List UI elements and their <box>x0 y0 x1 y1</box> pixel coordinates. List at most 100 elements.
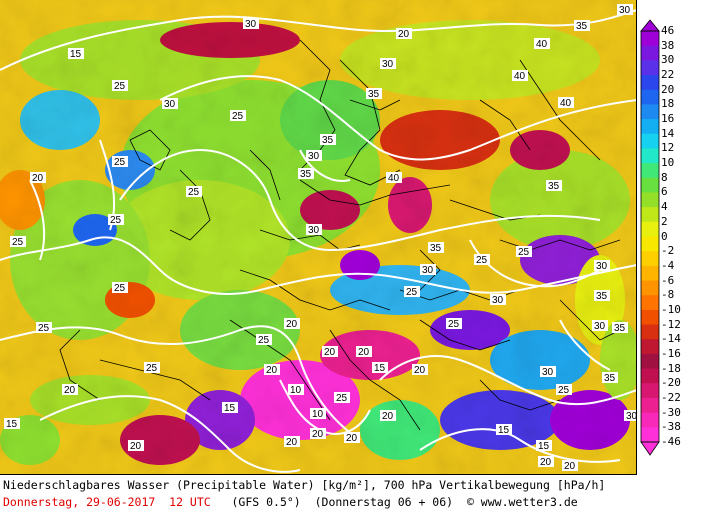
svg-text:25: 25 <box>406 287 418 298</box>
contour-label: 20 <box>284 318 300 330</box>
contour-label: 25 <box>404 286 420 298</box>
contour-label: 35 <box>320 134 336 146</box>
svg-text:20: 20 <box>130 441 142 452</box>
colorbar-swatch <box>641 397 659 414</box>
colorbar-swatch <box>641 75 659 91</box>
colorbar-label: -46 <box>661 435 681 448</box>
svg-text:20: 20 <box>286 437 298 448</box>
model-run: (Donnerstag 06 + 06) <box>314 495 454 509</box>
svg-text:30: 30 <box>308 151 320 162</box>
contour-label: 35 <box>298 168 314 180</box>
colorbar-label: -2 <box>661 244 675 258</box>
colorbar-swatch <box>641 221 659 237</box>
contour-label: 30 <box>306 150 322 162</box>
contour-label: 20 <box>562 460 578 472</box>
svg-text:30: 30 <box>308 225 320 236</box>
svg-text:25: 25 <box>12 237 24 248</box>
contour-label: 25 <box>474 254 490 266</box>
colorbar-swatch <box>641 251 659 267</box>
colorbar-label: 16 <box>661 112 675 126</box>
contour-label: 20 <box>380 410 396 422</box>
contour-label: 25 <box>556 384 572 396</box>
svg-text:20: 20 <box>266 365 278 376</box>
colorbar-swatch <box>641 192 659 208</box>
colorbar-swatch <box>641 412 659 428</box>
svg-text:40: 40 <box>560 98 572 109</box>
svg-text:35: 35 <box>368 89 380 100</box>
colorbar-swatch <box>641 104 659 120</box>
colorbar-swatch <box>641 353 659 370</box>
svg-text:30: 30 <box>164 99 176 110</box>
contour-label: 30 <box>306 224 322 236</box>
contour-label: 25 <box>186 186 202 198</box>
contour-label: 15 <box>4 418 20 430</box>
colorbar-label: 46 <box>661 24 675 37</box>
contour-label: 20 <box>30 172 46 184</box>
svg-text:35: 35 <box>300 169 312 180</box>
colorbar-swatch <box>641 177 659 193</box>
colorbar-label: 30 <box>661 53 675 67</box>
weather-map: 30 20 40 35 30 15 25 30 25 30 40 40 35 3… <box>0 0 637 475</box>
contour-label: 30 <box>594 260 610 272</box>
svg-text:25: 25 <box>114 81 126 92</box>
svg-text:20: 20 <box>382 411 394 422</box>
colorbar-label: 14 <box>661 126 675 140</box>
contour-label: 40 <box>558 97 574 109</box>
contour-label: 40 <box>512 70 528 82</box>
svg-text:40: 40 <box>514 71 526 82</box>
copyright-link[interactable]: © www.wetter3.de <box>466 495 578 509</box>
svg-text:20: 20 <box>564 461 576 472</box>
svg-text:15: 15 <box>538 441 550 452</box>
svg-text:30: 30 <box>542 367 554 378</box>
colorbar-label: -18 <box>661 361 681 375</box>
svg-text:15: 15 <box>224 403 236 414</box>
colorbar-swatch <box>641 133 659 149</box>
colorbar-legend: 46 38 30 22 20 18 16 14 12 10 8 6 4 2 0 -2 -4 -6 -8 -10 -12-… <box>637 0 704 475</box>
svg-text:40: 40 <box>388 173 400 184</box>
contour-label: 15 <box>496 424 512 436</box>
contour-label: 20 <box>344 432 360 444</box>
svg-text:30: 30 <box>596 261 608 272</box>
colorbar-swatch <box>641 89 659 105</box>
colorbar-label: 2 <box>661 214 668 228</box>
svg-text:15: 15 <box>6 419 18 430</box>
colorbar-swatch <box>641 236 659 252</box>
contour-label: 15 <box>536 440 552 452</box>
svg-text:30: 30 <box>626 411 637 422</box>
svg-text:35: 35 <box>596 291 608 302</box>
svg-text:30: 30 <box>422 265 434 276</box>
contour-label: 20 <box>128 440 144 452</box>
colorbar-swatch <box>641 427 659 443</box>
contour-label: 20 <box>322 346 338 358</box>
contour-label: 30 <box>162 98 178 110</box>
colorbar-label: -10 <box>661 302 681 316</box>
contour-label: 20 <box>412 364 428 376</box>
colorbar-swatch <box>641 119 659 135</box>
contour-label: 30 <box>420 264 436 276</box>
colorbar-label: 8 <box>661 170 668 184</box>
colorbar-label: 4 <box>661 200 668 214</box>
pw-contours <box>0 9 636 473</box>
contour-label: 25 <box>446 318 462 330</box>
contour-label: 25 <box>334 392 350 404</box>
svg-text:20: 20 <box>540 457 552 468</box>
svg-text:25: 25 <box>38 323 50 334</box>
svg-text:30: 30 <box>492 295 504 306</box>
colorbar-label: -12 <box>661 317 681 331</box>
colorbar-swatch <box>641 60 659 76</box>
svg-text:10: 10 <box>312 409 324 420</box>
svg-text:20: 20 <box>398 29 410 40</box>
contour-label: 20 <box>356 346 372 358</box>
map-canvas: 30 20 40 35 30 15 25 30 25 30 40 40 35 3… <box>0 0 637 474</box>
contour-label: 35 <box>594 290 610 302</box>
colorbar-swatch <box>641 309 659 326</box>
contour-label: 30 <box>380 58 396 70</box>
colorbar-label: 0 <box>661 229 668 243</box>
colorbar-label: -6 <box>661 273 675 287</box>
colorbar-label: -8 <box>661 288 675 302</box>
svg-text:35: 35 <box>576 21 588 32</box>
colorbar-swatch <box>641 295 659 311</box>
contour-labels: 30 20 40 35 30 15 25 30 25 30 40 40 35 3… <box>4 4 637 472</box>
svg-text:15: 15 <box>374 363 386 374</box>
svg-text:20: 20 <box>312 429 324 440</box>
